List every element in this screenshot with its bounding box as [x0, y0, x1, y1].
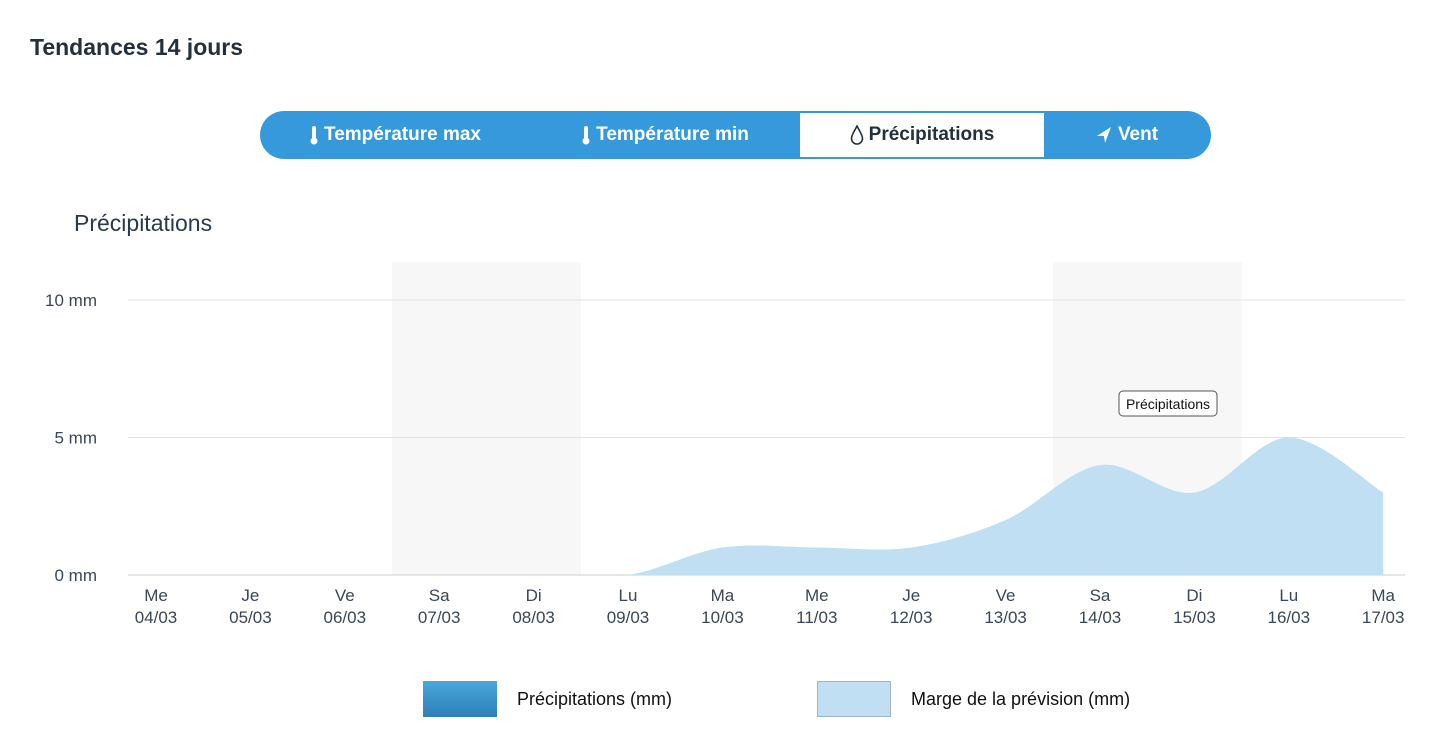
page-title: Tendances 14 jours [30, 34, 244, 60]
tab-precipitations[interactable]: Précipitations [800, 113, 1044, 157]
legend-swatch [817, 681, 891, 717]
x-tick-date: 14/03 [1079, 608, 1122, 627]
weekend-band [392, 262, 581, 575]
x-tick-day: Ve [335, 586, 355, 605]
x-tick-date: 15/03 [1173, 608, 1216, 627]
tab-label: Vent [1117, 124, 1159, 145]
x-tick-day: Me [805, 586, 829, 605]
legend-swatch [423, 681, 497, 717]
x-tick-date: 05/03 [229, 608, 272, 627]
x-tick-day: Ma [711, 586, 735, 605]
x-tick-day: Je [241, 586, 259, 605]
y-tick-label: 5 mm [55, 429, 98, 448]
x-tick-day: Sa [429, 586, 450, 605]
x-tick-date: 08/03 [512, 608, 555, 627]
x-tick-date: 17/03 [1362, 608, 1405, 627]
x-tick-date: 16/03 [1268, 608, 1311, 627]
x-tick-date: 10/03 [701, 608, 744, 627]
tab-temperature-min[interactable]: Température min [530, 113, 800, 157]
forecast-margin-area [156, 437, 1384, 575]
tooltip-box [1118, 390, 1218, 417]
legend-label: Précipitations (mm) [517, 688, 673, 709]
y-tick-label: 10 mm [45, 291, 97, 310]
chart-title: Précipitations [74, 210, 213, 236]
x-tick-date: 11/03 [796, 608, 837, 627]
x-tick-date: 13/03 [984, 608, 1027, 627]
tab-label: Précipitations [868, 124, 995, 145]
legend-item-marge[interactable]: Marge de la prévision (mm) [817, 681, 1130, 717]
droplet-icon [850, 125, 863, 145]
x-tick-date: 04/03 [135, 608, 178, 627]
x-tick-day: Lu [619, 586, 638, 605]
x-tick-day: Me [144, 586, 168, 605]
x-tick-date: 12/03 [890, 608, 933, 627]
legend-item-precipitations[interactable]: Précipitations (mm) [423, 681, 672, 717]
x-tick-day: Di [1186, 586, 1202, 605]
tab-label: Température max [324, 124, 481, 145]
x-tick-day: Sa [1090, 586, 1111, 605]
tab-label: Température min [596, 124, 749, 145]
thermometer-icon [582, 126, 590, 145]
x-tick-date: 07/03 [418, 608, 461, 627]
wind-direction-arrow-icon [1096, 127, 1111, 143]
x-tick-day: Ve [996, 586, 1016, 605]
x-tick-date: 09/03 [607, 608, 650, 627]
x-tick-day: Di [526, 586, 542, 605]
tab-temperature-max[interactable]: Température max [260, 113, 530, 157]
x-tick-day: Lu [1279, 586, 1298, 605]
tooltip-label: Précipitations [1126, 396, 1210, 412]
x-tick-day: Je [902, 586, 920, 605]
y-tick-label: 0 mm [55, 566, 98, 585]
legend-label: Marge de la prévision (mm) [911, 688, 1131, 709]
x-tick-date: 06/03 [324, 608, 367, 627]
metric-tabs: Température max Température min Précipit… [260, 111, 1211, 159]
tab-vent[interactable]: Vent [1044, 113, 1209, 157]
thermometer-icon [310, 126, 318, 145]
precipitation-chart: 0 mm 5 mm 10 mm Me 04/03 Je 05/03 Ve 06/03 Sa 07/0… [45, 262, 1405, 627]
x-tick-day: Ma [1371, 586, 1395, 605]
